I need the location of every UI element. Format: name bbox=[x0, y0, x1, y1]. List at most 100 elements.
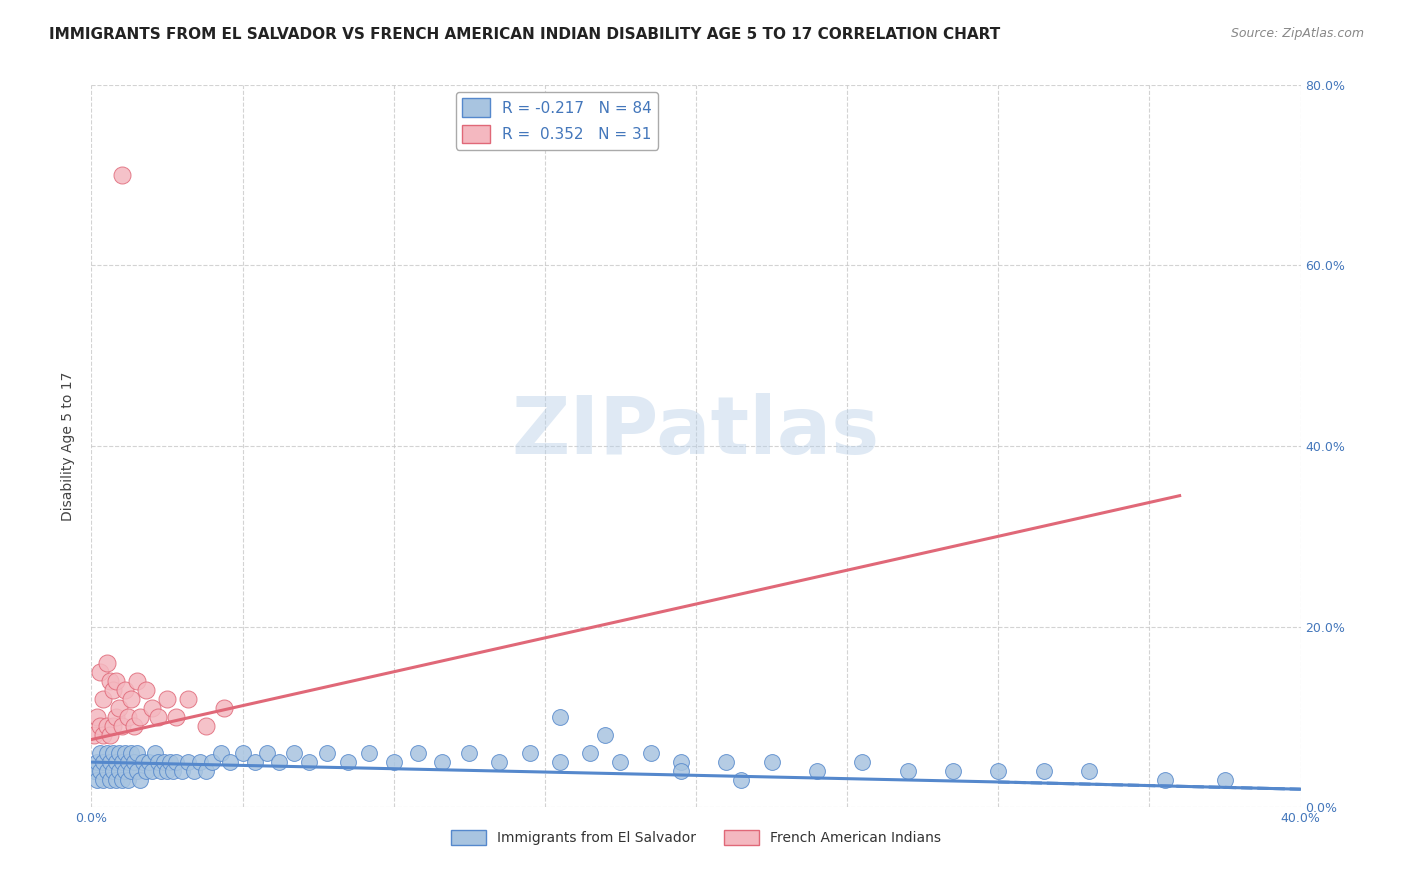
Point bbox=[165, 755, 187, 769]
Point bbox=[609, 755, 631, 769]
Point bbox=[104, 710, 127, 724]
Point bbox=[195, 764, 218, 778]
Point bbox=[942, 764, 965, 778]
Point bbox=[138, 755, 160, 769]
Point bbox=[730, 773, 752, 788]
Point bbox=[382, 755, 405, 769]
Point bbox=[851, 755, 873, 769]
Point bbox=[83, 728, 105, 742]
Point bbox=[1213, 773, 1236, 788]
Point bbox=[219, 755, 242, 769]
Point bbox=[156, 692, 179, 706]
Point bbox=[177, 755, 200, 769]
Point bbox=[86, 755, 108, 769]
Point bbox=[897, 764, 920, 778]
Text: ZIPatlas: ZIPatlas bbox=[512, 392, 880, 471]
Point bbox=[243, 755, 266, 769]
Point bbox=[430, 755, 453, 769]
Text: IMMIGRANTS FROM EL SALVADOR VS FRENCH AMERICAN INDIAN DISABILITY AGE 5 TO 17 COR: IMMIGRANTS FROM EL SALVADOR VS FRENCH AM… bbox=[49, 27, 1001, 42]
Point bbox=[209, 746, 232, 760]
Point bbox=[96, 656, 118, 670]
Point bbox=[188, 755, 211, 769]
Point bbox=[120, 764, 142, 778]
Point bbox=[128, 710, 150, 724]
Point bbox=[125, 673, 148, 688]
Point bbox=[125, 764, 148, 778]
Point bbox=[458, 746, 481, 760]
Point bbox=[96, 746, 118, 760]
Point bbox=[128, 773, 150, 788]
Point bbox=[406, 746, 429, 760]
Point bbox=[640, 746, 662, 760]
Point bbox=[143, 746, 166, 760]
Point bbox=[141, 701, 163, 715]
Point bbox=[488, 755, 510, 769]
Point bbox=[201, 755, 224, 769]
Point bbox=[146, 755, 169, 769]
Point bbox=[93, 728, 115, 742]
Point bbox=[669, 764, 692, 778]
Text: Source: ZipAtlas.com: Source: ZipAtlas.com bbox=[1230, 27, 1364, 40]
Point bbox=[1032, 764, 1054, 778]
Point bbox=[122, 719, 145, 733]
Point bbox=[125, 746, 148, 760]
Point bbox=[1153, 773, 1175, 788]
Point bbox=[156, 764, 179, 778]
Point bbox=[120, 746, 142, 760]
Point bbox=[93, 773, 115, 788]
Point bbox=[111, 168, 132, 182]
Point bbox=[98, 673, 121, 688]
Point bbox=[159, 755, 181, 769]
Point bbox=[89, 746, 111, 760]
Point bbox=[96, 764, 118, 778]
Point bbox=[98, 773, 121, 788]
Point bbox=[114, 764, 136, 778]
Point bbox=[101, 682, 124, 697]
Point bbox=[132, 755, 155, 769]
Point bbox=[107, 746, 129, 760]
Point bbox=[316, 746, 339, 760]
Point bbox=[172, 764, 194, 778]
Point bbox=[111, 773, 132, 788]
Point bbox=[298, 755, 321, 769]
Point bbox=[183, 764, 205, 778]
Y-axis label: Disability Age 5 to 17: Disability Age 5 to 17 bbox=[62, 371, 76, 521]
Point bbox=[135, 682, 157, 697]
Point bbox=[101, 719, 124, 733]
Point bbox=[337, 755, 360, 769]
Point bbox=[111, 755, 132, 769]
Point bbox=[256, 746, 278, 760]
Point bbox=[122, 755, 145, 769]
Point bbox=[231, 746, 253, 760]
Point bbox=[98, 755, 121, 769]
Point bbox=[86, 710, 108, 724]
Point bbox=[98, 728, 121, 742]
Point bbox=[806, 764, 828, 778]
Point bbox=[162, 764, 184, 778]
Point bbox=[96, 719, 118, 733]
Point bbox=[149, 764, 172, 778]
Point bbox=[359, 746, 381, 760]
Point bbox=[579, 746, 602, 760]
Point bbox=[89, 764, 111, 778]
Point bbox=[86, 773, 108, 788]
Point bbox=[761, 755, 783, 769]
Point bbox=[1077, 764, 1099, 778]
Point bbox=[89, 665, 111, 679]
Point bbox=[114, 682, 136, 697]
Legend: Immigrants from El Salvador, French American Indians: Immigrants from El Salvador, French Amer… bbox=[446, 824, 946, 851]
Point bbox=[595, 728, 617, 742]
Point bbox=[107, 764, 129, 778]
Point bbox=[89, 719, 111, 733]
Point bbox=[117, 755, 139, 769]
Point bbox=[104, 773, 127, 788]
Point bbox=[104, 673, 127, 688]
Point bbox=[114, 746, 136, 760]
Point bbox=[519, 746, 541, 760]
Point bbox=[111, 719, 132, 733]
Point bbox=[117, 773, 139, 788]
Point bbox=[267, 755, 290, 769]
Point bbox=[548, 710, 571, 724]
Point bbox=[195, 719, 218, 733]
Point bbox=[146, 710, 169, 724]
